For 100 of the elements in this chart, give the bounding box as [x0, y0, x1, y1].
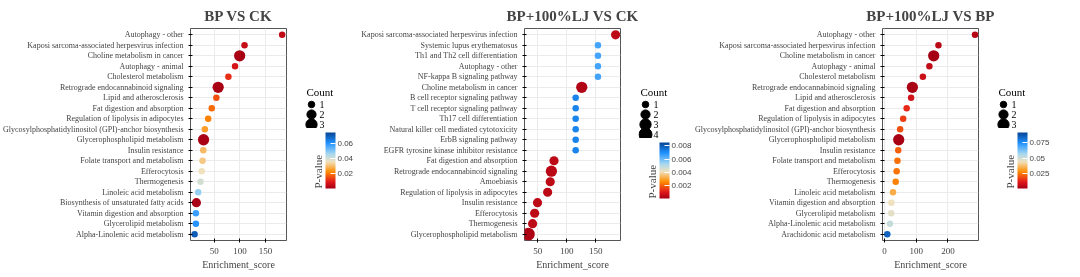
y-tick-label: Linoleic acid metabolism	[794, 187, 877, 197]
x-tick-label: 100	[559, 245, 574, 256]
y-tick-label: Autophagy - other	[458, 61, 518, 71]
y-tick-label: Fat digestion and absorption	[426, 156, 518, 166]
y-tick-label: Kaposi sarcoma-associated herpesvirus infection	[361, 30, 518, 40]
color-bar-label: 0.004	[671, 167, 693, 177]
y-tick-label: Thermogenesis	[468, 219, 518, 229]
y-tick-label: T cell receptor signaling pathway	[410, 103, 518, 113]
y-tick-label: Glycosylphosphatidylinositol (GPI)-anchor biosynthesis	[3, 124, 184, 134]
y-tick-label: Thermogenesis	[134, 177, 184, 187]
chart-title: BP VS CK	[204, 7, 272, 24]
y-tick-label: Efferocytosis	[474, 208, 518, 218]
y-tick-label: Choline metabolism in cancer	[421, 82, 518, 92]
y-tick-label: Efferocytosis	[832, 166, 876, 176]
color-bar-label: 0.05	[1029, 153, 1046, 163]
legend-title: Count	[998, 85, 1026, 98]
y-tick-label: EGFR tyrosine kinase inhibitor resistance	[383, 145, 518, 155]
y-tick-label: Efferocytosis	[140, 166, 184, 176]
y-tick-label: Natural killer cell mediated cytotoxicity	[389, 124, 518, 134]
color-bar-title: P-value	[312, 154, 324, 189]
y-tick-label: Cholesterol metabolism	[107, 72, 185, 82]
chart-title: BP+100%LJ VS CK	[506, 7, 639, 24]
color-bar-title: P-value	[646, 164, 658, 199]
y-tick-label: Glycerolipid metabolism	[103, 219, 185, 229]
y-tick-label: Lipid and atherosclerosis	[795, 93, 876, 103]
x-tick-label: 0	[882, 245, 888, 256]
y-tick-label: Glycosylphosphatidylinositol (GPI)-anchor biosynthesis	[695, 124, 876, 134]
y-tick-label: Systemic lupus erythematosus	[420, 40, 518, 50]
y-tick-label: Choline metabolism in cancer	[87, 51, 184, 61]
color-bar-label: 0.06	[337, 138, 354, 148]
y-tick-label: Th1 and Th2 cell differentiation	[415, 51, 518, 61]
legend-label: 3	[319, 119, 325, 130]
x-tick-label: 50	[209, 245, 220, 256]
legend-label: 2	[1011, 109, 1017, 120]
x-axis-title: Enrichment_score	[536, 258, 610, 270]
y-tick-label: Kaposi sarcoma-associated herpesvirus infection	[719, 40, 876, 50]
y-tick-label: Kaposi sarcoma-associated herpesvirus infection	[27, 40, 184, 50]
y-tick-label: Autophagy - other	[124, 30, 184, 40]
y-tick-label: Glycerophospholipid metabolism	[76, 135, 185, 145]
y-tick-label: Insulin resistance	[461, 198, 518, 208]
color-bar-label: 0.04	[337, 154, 354, 164]
y-tick-label: B cell receptor signaling pathway	[409, 93, 518, 103]
x-tick-label: 100	[233, 245, 248, 256]
y-tick-label: Glycerophospholipid metabolism	[410, 229, 519, 239]
y-tick-label: Folate transport and metabolism	[772, 156, 877, 166]
y-tick-label: Thermogenesis	[826, 177, 876, 187]
y-tick-label: Folate transport and metabolism	[80, 156, 185, 166]
y-tick-label: Insulin resistance	[127, 145, 184, 155]
color-bar-label: 0.075	[1029, 138, 1051, 148]
color-bar-label: 0.002	[671, 181, 693, 191]
y-tick-label: Fat digestion and absorption	[92, 103, 184, 113]
legend-label: 1	[1011, 99, 1017, 110]
legend-title: Count	[640, 85, 668, 98]
legend-label: 1	[653, 99, 659, 110]
color-bar-label: 0.025	[1029, 169, 1051, 179]
y-tick-label: Autophagy - animal	[811, 61, 877, 71]
x-tick-label: 150	[588, 245, 603, 256]
x-tick-label: 100	[909, 245, 924, 256]
y-tick-label: Alpha-Linolenic acid metabolism	[75, 229, 185, 239]
legend-title: Count	[306, 85, 334, 98]
y-tick-label: Retrograde endocannabinoid signaling	[751, 82, 876, 92]
legend-label: 1	[319, 99, 325, 110]
legend-label: 2	[653, 109, 659, 120]
color-bar-label: 0.02	[337, 169, 354, 179]
y-tick-label: Cholesterol metabolism	[799, 72, 877, 82]
color-bar-title: P-value	[1004, 154, 1016, 189]
y-tick-label: Autophagy - other	[816, 30, 876, 40]
y-tick-label: Retrograde endocannabinoid signaling	[59, 82, 184, 92]
y-tick-label: Vitamin digestion and absorption	[769, 198, 876, 208]
legend-label: 3	[1011, 119, 1017, 130]
x-tick-label: 150	[258, 245, 273, 256]
x-axis-title: Enrichment_score	[202, 258, 276, 270]
y-tick-label: Regulation of lipolysis in adipocytes	[400, 187, 518, 197]
y-tick-label: Alpha-Linolenic acid metabolism	[767, 219, 877, 229]
legend-label: 2	[319, 109, 325, 120]
y-tick-label: Vitamin digestion and absorption	[77, 208, 184, 218]
chart-title: BP+100%LJ VS BP	[866, 7, 995, 24]
y-tick-label: Retrograde endocannabinoid signaling	[393, 166, 518, 176]
y-tick-label: ErbB signaling pathway	[440, 135, 518, 145]
y-tick-label: Glycerophospholipid metabolism	[768, 135, 877, 145]
y-tick-label: Lipid and atherosclerosis	[103, 93, 184, 103]
y-tick-label: Glycerolipid metabolism	[795, 208, 877, 218]
color-bar-label: 0.006	[671, 154, 693, 164]
y-tick-label: Biosynthesis of unsaturated fatty acids	[59, 198, 184, 208]
y-tick-label: Regulation of lipolysis in adipocytes	[758, 114, 876, 124]
y-tick-label: Th17 cell differentiation	[439, 114, 518, 124]
legend-label: 4	[653, 129, 659, 140]
y-tick-label: Arachidonic acid metabolism	[781, 229, 877, 239]
y-tick-label: NF-kappa B signaling pathway	[417, 72, 518, 82]
y-tick-label: Regulation of lipolysis in adipocytes	[66, 114, 184, 124]
x-tick-label: 50	[533, 245, 543, 256]
y-tick-label: Autophagy - animal	[119, 61, 185, 71]
x-tick-label: 200	[941, 245, 956, 256]
y-tick-label: Insulin resistance	[819, 145, 876, 155]
y-tick-label: Fat digestion and absorption	[784, 103, 876, 113]
x-axis-title: Enrichment_score	[894, 258, 968, 270]
y-tick-label: Amoebiasis	[479, 177, 518, 187]
y-tick-label: Linoleic acid metabolism	[102, 187, 185, 197]
legend-label: 3	[653, 119, 659, 130]
y-tick-label: Choline metabolism in cancer	[779, 51, 876, 61]
